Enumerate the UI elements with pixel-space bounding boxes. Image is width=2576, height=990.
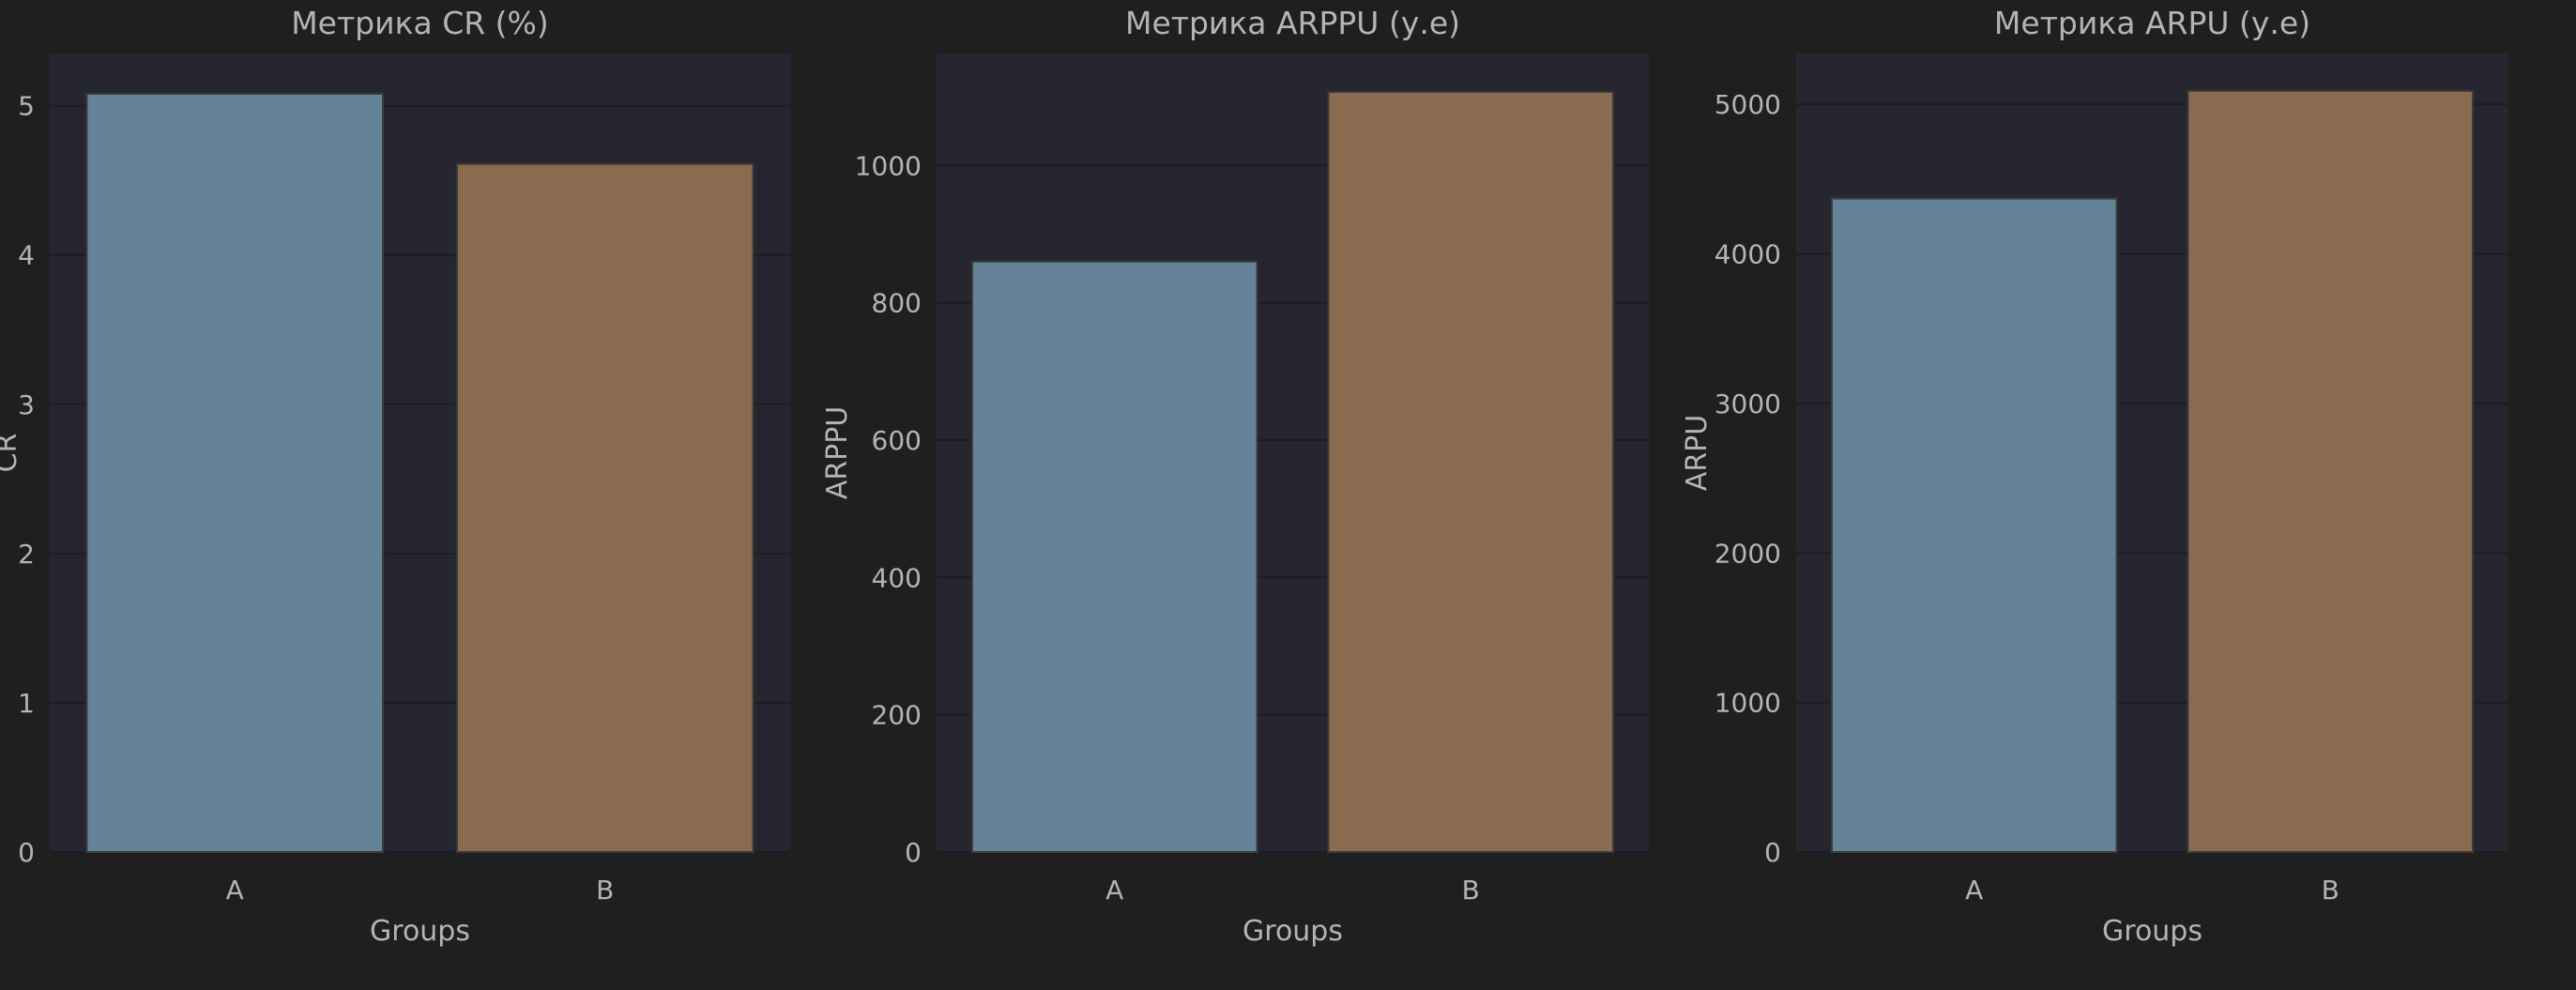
y-tick-label: 3000 <box>1715 388 1781 419</box>
y-axis-label: ARPPU <box>821 406 854 500</box>
y-tick-label: 0 <box>1764 837 1781 868</box>
y-tick-label: 2 <box>18 539 35 570</box>
y-axis-label: ARPU <box>1681 415 1714 491</box>
chart-panel-2: 0 200 400 600 800 1000 A B Groups ARPPU Метрика AR… <box>821 5 1649 948</box>
bar-b <box>1327 90 1615 853</box>
chart-title: Метрика ARPU (у.е) <box>1994 5 2310 41</box>
y-axis-label: CR <box>0 434 23 473</box>
x-tick-label: B <box>1462 875 1480 906</box>
x-tick-label: B <box>596 875 614 906</box>
x-axis-label: Groups <box>1242 915 1343 948</box>
y-tick-label: 800 <box>872 288 922 319</box>
x-tick-label: A <box>226 875 244 906</box>
y-tick-label: 1 <box>18 688 35 719</box>
x-axis-label: Groups <box>370 915 470 948</box>
y-tick-label: 4000 <box>1715 239 1781 270</box>
x-axis-label: Groups <box>2102 915 2203 948</box>
chart-title: Метрика ARPPU (у.е) <box>1125 5 1460 41</box>
y-tick-label: 200 <box>872 700 922 731</box>
bar-a <box>85 92 385 853</box>
y-tick-label: 600 <box>872 425 922 456</box>
y-tick-label: 400 <box>872 562 922 593</box>
y-tick-label: 1000 <box>855 150 922 181</box>
x-tick-label: A <box>1965 875 1983 906</box>
chart-title: Метрика CR (%) <box>291 5 549 41</box>
y-tick-label: 0 <box>18 837 35 868</box>
y-tick-label: 5000 <box>1715 89 1781 120</box>
bar-b <box>2187 89 2475 853</box>
chart-panel-1: 0 1 2 3 4 5 A B Groups CR Метрика CR (%) <box>0 5 790 948</box>
chart-panel-3: 0 1000 2000 3000 4000 5000 A B Groups ARPU Метрика… <box>1681 5 2508 948</box>
bar-b <box>455 162 755 853</box>
x-tick-label: A <box>1105 875 1123 906</box>
y-tick-label: 3 <box>18 389 35 420</box>
x-tick-label: B <box>2322 875 2340 906</box>
bar-a <box>1830 197 2118 853</box>
y-tick-label: 0 <box>905 837 922 868</box>
y-tick-label: 5 <box>18 91 35 122</box>
y-tick-label: 1000 <box>1715 688 1781 719</box>
y-tick-label: 4 <box>18 240 35 271</box>
y-tick-label: 2000 <box>1715 538 1781 569</box>
bar-a <box>970 260 1258 853</box>
